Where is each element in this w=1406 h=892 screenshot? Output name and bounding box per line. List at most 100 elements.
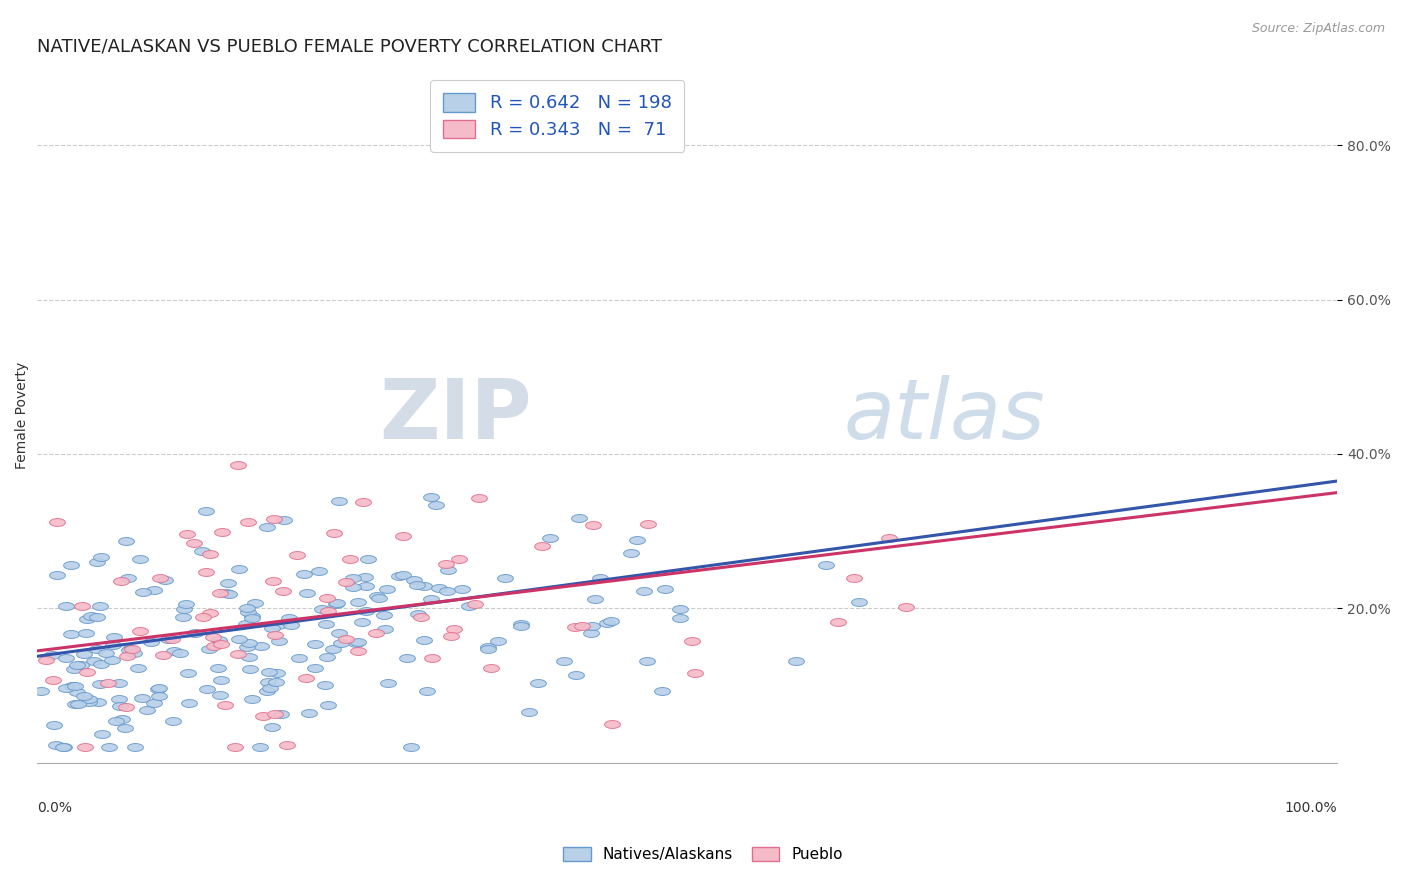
Point (260, 621, 283, 635)
Point (141, 634, 163, 648)
Point (240, 609, 263, 624)
Point (195, 565, 218, 579)
Point (83, 654, 105, 668)
Point (315, 591, 337, 605)
Point (295, 586, 318, 600)
Point (477, 640, 499, 654)
Point (228, 632, 250, 646)
Text: Source: ZipAtlas.com: Source: ZipAtlas.com (1251, 22, 1385, 36)
Point (357, 552, 380, 566)
Point (375, 582, 398, 596)
Point (209, 586, 232, 600)
Point (377, 675, 399, 690)
Point (425, 498, 447, 512)
Point (129, 552, 152, 566)
Point (436, 583, 458, 598)
Point (420, 591, 443, 606)
Point (344, 636, 367, 650)
Point (243, 596, 266, 610)
Point (256, 684, 278, 698)
Point (163, 644, 186, 658)
Point (200, 547, 222, 561)
Text: atlas: atlas (844, 375, 1045, 456)
Point (87, 695, 110, 709)
Point (114, 700, 136, 714)
Point (108, 692, 131, 706)
Point (366, 589, 388, 603)
Point (316, 698, 339, 713)
Point (252, 709, 274, 723)
Point (176, 597, 198, 611)
Point (238, 636, 260, 650)
Point (132, 585, 155, 599)
Point (160, 632, 183, 647)
Point (352, 615, 374, 629)
Point (73, 647, 96, 661)
Point (457, 599, 479, 614)
Point (177, 666, 200, 681)
Point (347, 634, 370, 648)
Point (172, 610, 194, 624)
Point (582, 517, 605, 532)
Legend: Natives/Alaskans, Pueblo: Natives/Alaskans, Pueblo (557, 840, 849, 868)
Point (209, 637, 232, 651)
Point (437, 563, 460, 577)
Point (108, 676, 131, 690)
Point (654, 582, 676, 597)
Point (486, 634, 509, 648)
Point (401, 740, 423, 755)
Point (538, 531, 561, 545)
Point (579, 625, 602, 640)
Point (218, 587, 240, 601)
Point (52, 740, 75, 755)
Point (416, 684, 439, 698)
Point (131, 691, 153, 706)
Point (127, 661, 149, 675)
Point (413, 579, 436, 593)
Point (215, 586, 238, 600)
Point (122, 646, 145, 660)
Point (90, 727, 112, 741)
Point (110, 712, 132, 726)
Point (42, 673, 65, 688)
Point (108, 699, 131, 714)
Point (527, 676, 550, 690)
Point (235, 617, 257, 632)
Point (637, 517, 659, 532)
Point (214, 698, 236, 713)
Point (368, 591, 391, 606)
Point (356, 579, 378, 593)
Point (103, 638, 125, 652)
Point (176, 527, 198, 541)
Point (600, 717, 623, 731)
Point (388, 569, 411, 583)
Point (55, 651, 77, 665)
Point (63, 680, 86, 694)
Point (270, 707, 292, 722)
Point (236, 605, 259, 619)
Point (815, 558, 838, 572)
Point (581, 619, 603, 633)
Point (200, 606, 222, 620)
Point (669, 611, 692, 625)
Point (564, 667, 586, 681)
Point (277, 611, 299, 625)
Point (308, 564, 330, 578)
Point (63, 662, 86, 676)
Point (80, 608, 103, 623)
Point (364, 626, 387, 640)
Point (235, 640, 257, 654)
Point (464, 597, 486, 611)
Point (53, 740, 76, 755)
Point (583, 591, 606, 606)
Point (316, 605, 339, 619)
Point (392, 529, 415, 543)
Point (827, 615, 849, 629)
Point (120, 642, 142, 657)
Point (194, 504, 217, 518)
Point (633, 583, 655, 598)
Point (153, 573, 176, 587)
Point (142, 583, 165, 598)
Point (55, 681, 77, 695)
Point (72, 599, 94, 614)
